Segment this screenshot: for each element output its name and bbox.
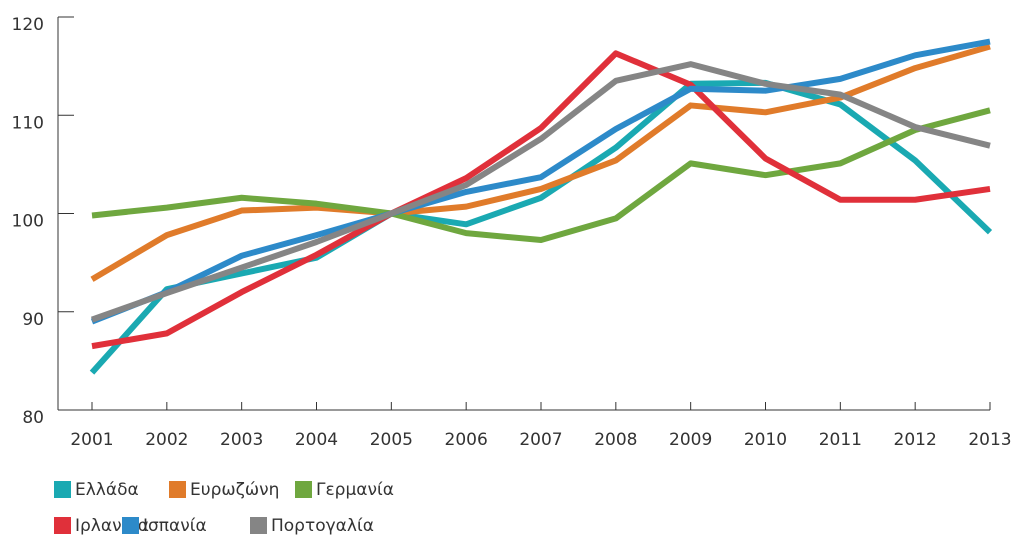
x-tick-label: 2003 [220, 430, 263, 450]
x-tick-label: 2010 [744, 430, 787, 450]
legend-swatch [54, 517, 71, 534]
legend-swatch [250, 517, 267, 534]
legend-swatch [169, 481, 186, 498]
series-line [90, 43, 991, 282]
x-tick-label: 2012 [894, 430, 937, 450]
series-line [90, 38, 991, 325]
series-line [91, 50, 991, 350]
x-tick-label: 2009 [669, 430, 712, 450]
x-tick-label: 2002 [145, 430, 188, 450]
series-line [89, 79, 993, 375]
x-tick-label: 2004 [295, 430, 338, 450]
legend-label: Ισπανία [143, 516, 207, 536]
legend-label: Γερμανία [316, 480, 394, 500]
legend-label: Πορτογαλία [271, 516, 374, 536]
legend-swatch [54, 481, 71, 498]
series-line [90, 61, 991, 323]
legend-label: Ελλάδα [75, 480, 139, 500]
y-tick-label: 80 [22, 408, 44, 428]
series-line [91, 107, 991, 244]
x-tick-label: 2013 [968, 430, 1011, 450]
y-tick-label: 110 [12, 113, 44, 133]
x-tick-label: 2001 [70, 430, 113, 450]
y-tick-label: 120 [12, 15, 44, 35]
x-tick-label: 2008 [594, 430, 637, 450]
x-tick-label: 2006 [445, 430, 488, 450]
legend-swatch [122, 517, 139, 534]
y-tick-label: 90 [22, 310, 44, 330]
legend-swatch [295, 481, 312, 498]
x-tick-label: 2011 [819, 430, 862, 450]
legend-label: Ευρωζώνη [190, 480, 279, 500]
x-tick-label: 2005 [370, 430, 413, 450]
y-tick-label: 100 [12, 212, 44, 232]
x-tick-label: 2007 [519, 430, 562, 450]
